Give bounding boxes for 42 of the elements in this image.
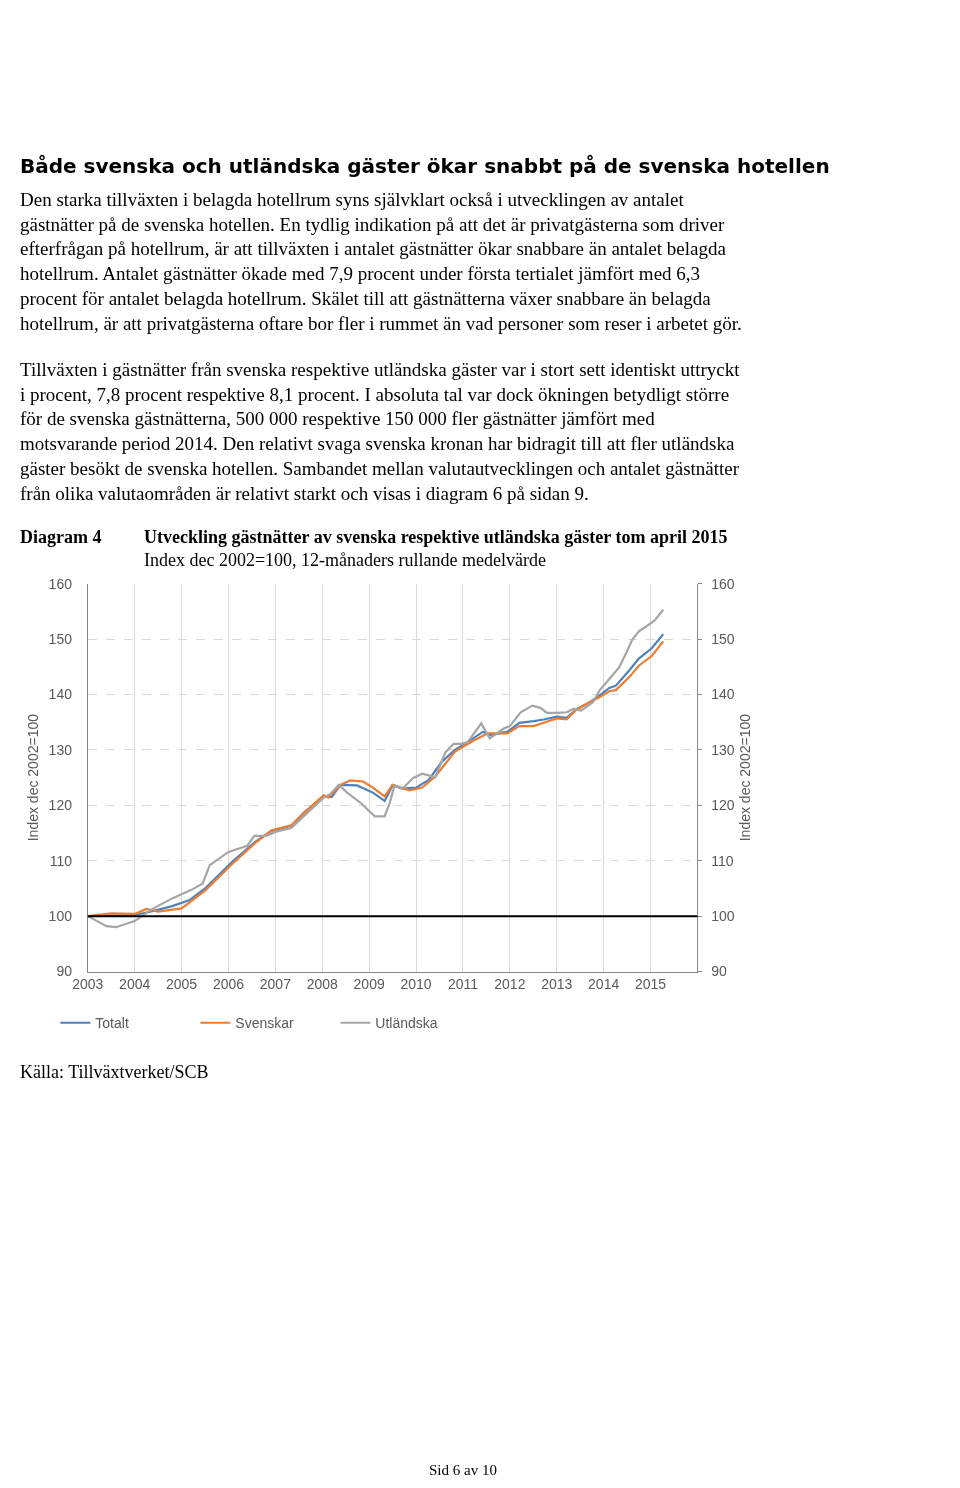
chart-title: Utveckling gästnätter av svenska respektive utländska gäster tom april 2015 — [144, 527, 728, 547]
y-tick-label: 140 — [48, 686, 73, 703]
y2-tick-label: 90 — [711, 963, 728, 980]
x-tick-label: 2005 — [166, 976, 198, 993]
chart-subtitle: Index dec 2002=100, 12-månaders rullande medelvärde — [144, 550, 547, 570]
x-tick-label: 2011 — [447, 976, 479, 993]
x-tick-label: 2015 — [634, 976, 667, 993]
text: Både svenska och utländska gäster ökar snabbt på de svenska hotellen — [20, 154, 830, 178]
y2-tick-label: 100 — [711, 908, 735, 925]
text: Sid 6 av 10 — [429, 1462, 497, 1478]
y-tick-label: 110 — [49, 852, 73, 869]
x-tick-label: 2007 — [259, 976, 292, 993]
y2-tick-label: 110 — [711, 852, 734, 869]
legend-label: Totalt — [95, 1015, 129, 1032]
text: Tillväxten i gästnätter från svenska respektive utländska gäster var i stort sett identiskt uttryckt i procent, 7,8 procent respektive 8,1 procent. I absoluta tal var dock ökningen betydligt större för de svenska gästnätterna, 500 000 respektive 150 000 fler gästnätter jämfört med motsvarande period 2014. Den relativt svaga svenska kronan har bidragit till att fler utländska gäster besökt de svenska hotellen. Sambandet mellan valutautvecklingen och antalet gästnätter från olika valutaområden är relativt starkt och visas i diagram 6 på sidan 9. — [20, 359, 741, 504]
y2-tick-label: 140 — [711, 686, 735, 703]
y-axis-title: Index dec 2002=100 — [25, 713, 42, 842]
y-tick-label: 90 — [56, 963, 73, 980]
legend-label: Svenskar — [235, 1015, 295, 1032]
y-tick-label: 150 — [48, 631, 73, 648]
y2-axis-title: Index dec 2002=100 — [737, 713, 754, 842]
x-tick-label: 2014 — [588, 976, 620, 993]
text: Källa: Tillväxtverket/SCB — [20, 1062, 209, 1082]
y2-tick-label: 160 — [711, 575, 735, 592]
x-tick-label: 2010 — [400, 976, 432, 993]
y2-tick-label: 120 — [711, 797, 735, 814]
legend-label: Utländska — [375, 1015, 438, 1032]
x-tick-label: 2012 — [494, 976, 526, 993]
x-tick-label: 2013 — [541, 976, 573, 993]
y-tick-label: 160 — [48, 575, 73, 592]
y2-tick-label: 130 — [711, 741, 735, 758]
x-tick-label: 2004 — [119, 976, 151, 993]
x-tick-label: 2006 — [212, 976, 245, 993]
y-tick-label: 130 — [48, 741, 73, 758]
x-tick-label: 2008 — [306, 976, 339, 993]
text: Diagram 4 — [20, 527, 102, 547]
y-tick-label: 100 — [48, 908, 73, 925]
x-tick-label: 2003 — [72, 976, 104, 993]
y2-tick-label: 150 — [711, 631, 735, 648]
text: Den starka tillväxten i belagda hotellrum syns självklart också i utvecklingen av antalet gästnätter på de svenska hotellen. En tydlig indikation på att det är privatgästerna som driver efterfrågan på hotellrum, är att tillväxten i antalet gästnätter ökar snabbare än antalet belagda hotellrum. Antalet gästnätter ökade med 7,9 procent under första tertialet jämfört med 6,3 procent för antalet belagda hotellrum. Skälet till att gästnätterna växer snabbare än belagda hotellrum, är att privatgästerna oftare bor fler i rummet än vad personer som reser i arbetet gör. — [20, 189, 742, 334]
x-tick-label: 2009 — [353, 976, 385, 993]
y-tick-label: 120 — [48, 797, 73, 814]
